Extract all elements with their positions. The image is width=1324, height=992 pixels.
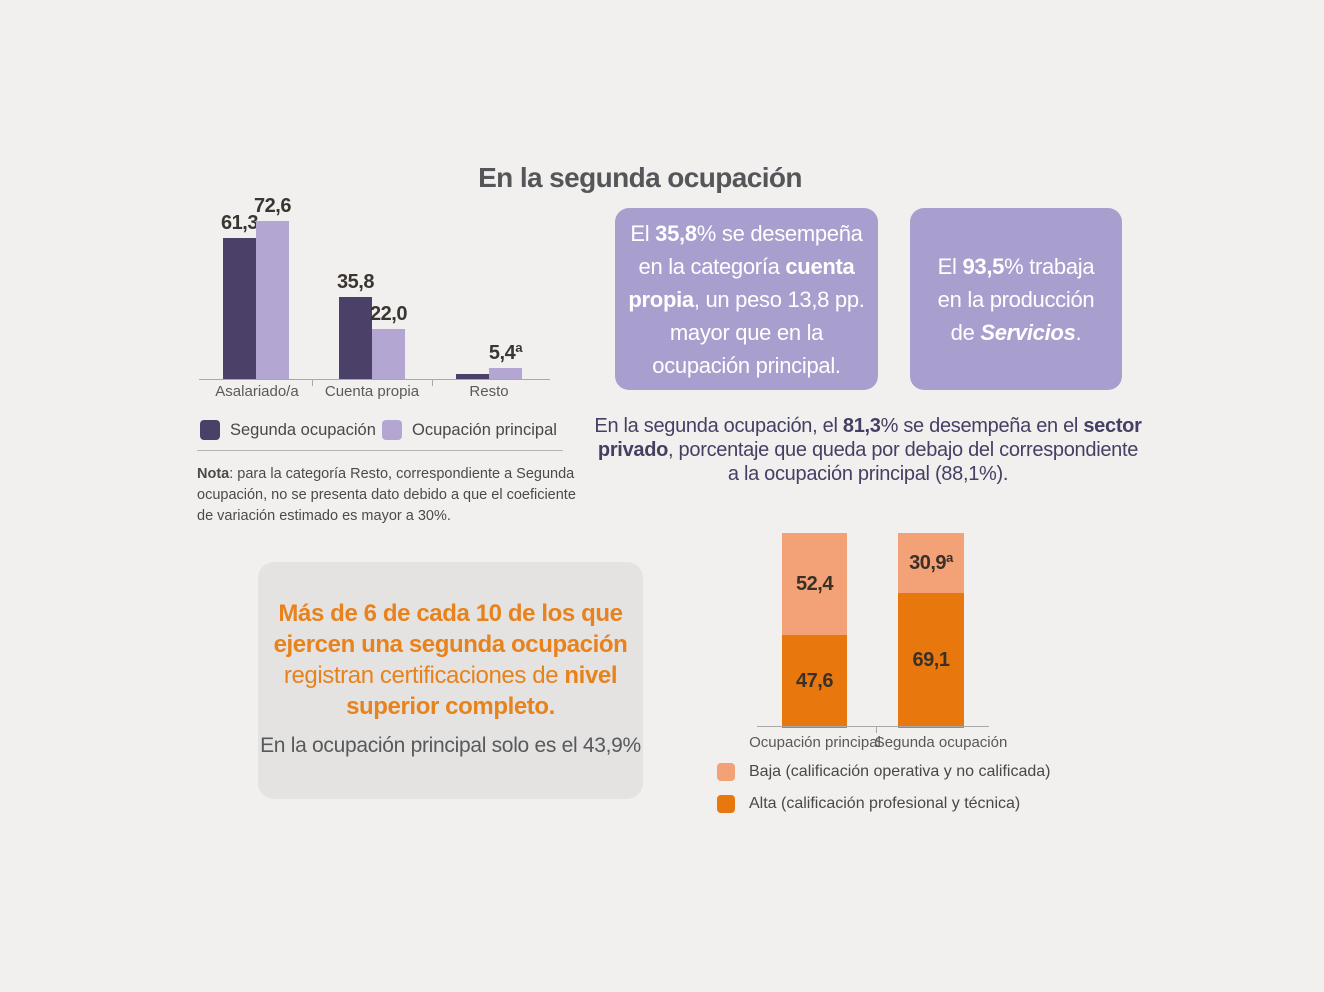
axis-tick <box>876 727 877 733</box>
note-line: ocupación, no se presenta dato debido a … <box>197 487 576 503</box>
stacked-bar-segunda-ocupacion: 30,9ª 69,1 <box>898 533 964 728</box>
note-label: Nota <box>197 466 230 482</box>
bar-column: 5,4ª <box>488 195 523 380</box>
bar-value-label: 72,6 <box>254 195 291 217</box>
axis-tick <box>312 380 313 386</box>
segment-value-label: 52,4 <box>796 572 833 595</box>
category-label-ocupacion-principal: Ocupación principal <box>749 734 881 751</box>
legend-swatch-dark-purple <box>200 420 220 440</box>
category-label-segunda-ocupacion: Segunda ocupación <box>874 734 1008 751</box>
bar-group-cuenta-propia: 35,8 22,0 <box>337 195 407 380</box>
x-axis-line <box>199 379 550 380</box>
highlight-line: ejercen una segunda ocupación <box>273 631 628 658</box>
legend-label: Segunda ocupación <box>230 420 376 439</box>
legend-label: Ocupación principal <box>412 420 557 439</box>
bar-column <box>456 195 489 380</box>
category-label-cuenta: Cuenta propia <box>324 383 420 400</box>
stacked-bar-ocupacion-principal: 52,4 47,6 <box>782 533 847 728</box>
segment-baja: 30,9ª <box>898 533 964 594</box>
segment-alta: 47,6 <box>782 635 847 728</box>
bar-value-label: 35,8 <box>337 270 374 293</box>
callout-text: El 35,8% se desempeña en la categoría cu… <box>628 220 865 378</box>
highlight-line: superior completo. <box>346 693 555 720</box>
bar-segunda-resto <box>456 374 489 380</box>
legend-item-segunda-ocupacion: Segunda ocupación <box>200 419 376 441</box>
legend-swatch-light-purple <box>382 420 402 440</box>
note-text: : para la categoría Resto, correspondien… <box>229 466 575 482</box>
sector-privado-paragraph: En la segunda ocupación, el 81,3% se des… <box>594 415 1142 485</box>
bar-principal-asalariado <box>256 221 289 380</box>
callout-servicios: El 93,5% trabaja en la producción de Ser… <box>910 208 1122 390</box>
page-title: En la segunda ocupación <box>478 162 802 193</box>
x-axis-line <box>757 726 989 727</box>
legend-item-alta: Alta (calificación profesional y técnica… <box>717 794 1020 814</box>
bar-column: 61,3 <box>221 195 258 380</box>
legend-label: Alta (calificación profesional y técnica… <box>749 795 1021 812</box>
segment-baja: 52,4 <box>782 533 847 636</box>
highlight-box: Más de 6 de cada 10 de los que ejercen u… <box>258 562 643 799</box>
bar-group-resto: 5,4ª <box>456 195 523 380</box>
bar-value-label: 5,4ª <box>488 341 523 364</box>
segment-value-label: 30,9ª <box>909 551 953 574</box>
legend-label: Baja (calificación operativa y no califi… <box>749 763 1051 780</box>
note-line: Nota: para la categoría Resto, correspon… <box>197 464 576 485</box>
highlight-line: Más de 6 de cada 10 de los que <box>278 600 623 627</box>
legend-item-ocupacion-principal: Ocupación principal <box>382 419 557 441</box>
callout-text: El 93,5% trabaja en la producción de Ser… <box>937 253 1095 345</box>
category-label-resto: Resto <box>469 383 509 400</box>
category-label-asalariado: Asalariado/a <box>215 383 299 400</box>
bar-group-asalariado: 61,3 72,6 <box>221 195 291 380</box>
bar-column: 35,8 <box>337 195 374 380</box>
callout-cuenta-propia: El 35,8% se desempeña en la categoría cu… <box>615 208 878 390</box>
bar-value-label: 22,0 <box>370 303 407 325</box>
segment-alta: 69,1 <box>898 593 964 728</box>
legend-swatch-salmon <box>717 763 735 781</box>
axis-tick <box>432 380 433 386</box>
note-divider <box>197 450 563 451</box>
bar-segunda-cuenta <box>339 296 372 380</box>
bar-value-label: 61,3 <box>221 211 258 234</box>
chart-note: Nota: para la categoría Resto, correspon… <box>197 464 576 527</box>
highlight-line: registran certificaciones de <box>283 662 565 689</box>
bar-column: 22,0 <box>370 195 407 380</box>
legend-item-baja: Baja (calificación operativa y no califi… <box>717 762 1050 782</box>
segment-value-label: 69,1 <box>912 649 950 672</box>
bar-column: 72,6 <box>254 195 291 380</box>
bar-segunda-asalariado <box>223 237 256 380</box>
bar-principal-resto <box>489 367 522 380</box>
bar-principal-cuenta <box>372 329 405 380</box>
highlight-subline: En la ocupación principal solo es el 43,… <box>260 734 641 757</box>
legend-swatch-orange <box>717 795 735 813</box>
note-line: de variación estimado es mayor a 30%. <box>197 508 451 524</box>
segment-value-label: 47,6 <box>796 670 833 693</box>
